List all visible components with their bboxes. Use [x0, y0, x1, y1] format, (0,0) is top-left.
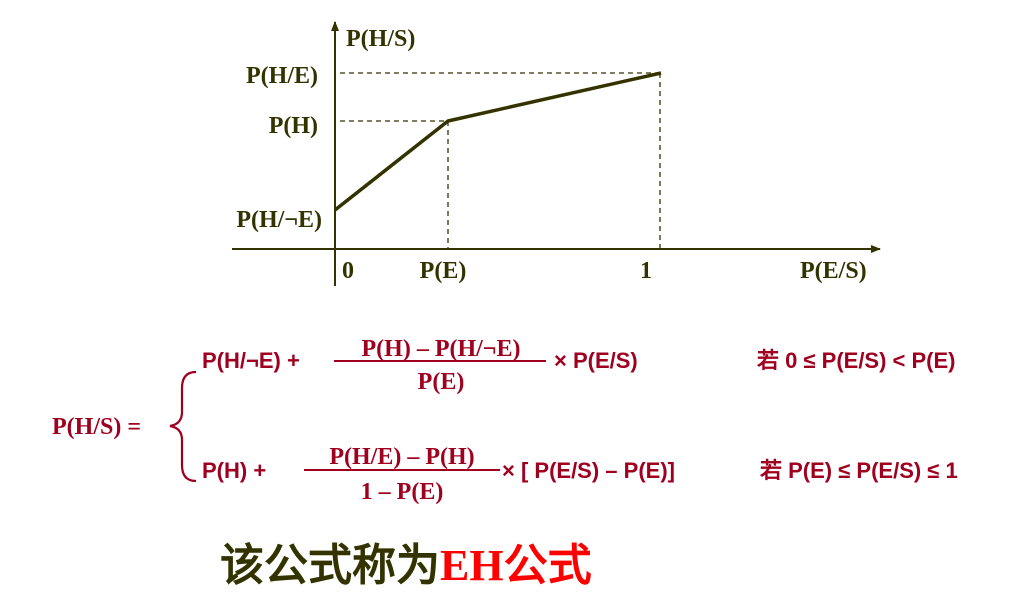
case1-denominator: P(E) [418, 369, 465, 395]
case2-denominator: 1 – P(E) [361, 479, 444, 505]
x-tick-one: 1 [640, 258, 652, 284]
caption: 该公式称为EH公式 [220, 541, 592, 590]
y-tick-ph-e: P(H/E) [246, 63, 318, 89]
x-tick-zero: 0 [342, 258, 354, 284]
eh-formula: P(H/S) = P(H/¬E) + P(H) – P(H/¬E) P(E) ×… [52, 336, 958, 505]
case1-lead: P(H/¬E) + [202, 348, 300, 373]
case1-condition: 若 0 ≤ P(E/S) < P(E) [757, 348, 956, 373]
case2-lead: P(H) + [202, 458, 266, 483]
case2-numerator: P(H/E) – P(H) [329, 444, 474, 470]
x-tick-pe: P(E) [420, 258, 467, 284]
case1-tail: × P(E/S) [554, 348, 638, 373]
y-tick-ph: P(H) [269, 113, 318, 139]
formula-case-1: P(H/¬E) + P(H) – P(H/¬E) P(E) × P(E/S) 若… [202, 336, 956, 395]
y-tick-ph-not-e: P(H/¬E) [236, 207, 322, 233]
piecewise-brace [169, 370, 197, 483]
formula-lhs: P(H/S) = [52, 414, 141, 440]
caption-highlight: EH公式 [440, 541, 592, 590]
eh-piecewise-line [333, 71, 662, 212]
caption-prefix: 该公式称为 [220, 541, 440, 590]
case1-numerator: P(H) – P(H/¬E) [362, 336, 521, 362]
formula-case-2: P(H) + P(H/E) – P(H) 1 – P(E) × [ P(E/S)… [202, 444, 958, 505]
case2-condition: 若 P(E) ≤ P(E/S) ≤ 1 [760, 458, 958, 483]
y-axis-label: P(H/S) [346, 26, 415, 52]
eh-graph: P(H/S) P(E/S) P(H/E) P(H) P(H/¬E) 0 P(E)… [232, 21, 881, 286]
x-axis-label: P(E/S) [800, 258, 867, 284]
case2-tail: × [ P(E/S) – P(E)] [502, 458, 675, 483]
